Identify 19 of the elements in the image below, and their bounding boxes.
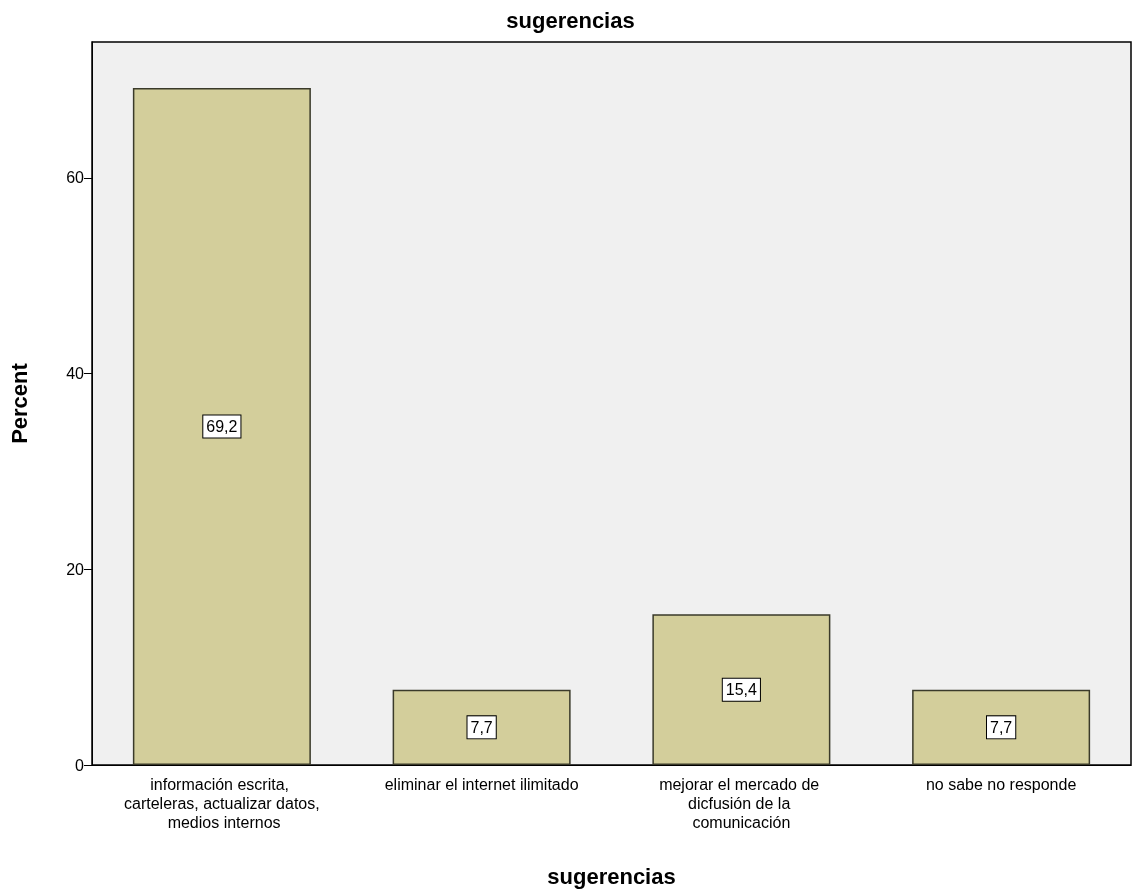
x-axis-title: sugerencias bbox=[547, 863, 676, 889]
x-tick-label: información escrita, carteleras, actualizar datos, medios internos bbox=[124, 776, 320, 831]
y-tick-label: 20 bbox=[66, 560, 85, 578]
data-label: 15,4 bbox=[725, 681, 758, 699]
y-tick-label: 0 bbox=[75, 756, 85, 774]
x-tick-label: mejorar el mercado de dicfusión de la comunicación bbox=[659, 776, 824, 831]
data-label: 7,7 bbox=[990, 718, 1013, 736]
bar bbox=[912, 689, 1091, 765]
bar bbox=[652, 614, 831, 765]
chart-title: sugerencias bbox=[506, 7, 635, 33]
data-label: 69,2 bbox=[206, 417, 238, 435]
bar bbox=[392, 689, 571, 765]
y-axis-title: Percent bbox=[6, 362, 32, 444]
data-label: 7,7 bbox=[470, 718, 493, 736]
x-tick-label: eliminar el internet ilimitado bbox=[384, 776, 579, 793]
bar bbox=[132, 87, 311, 765]
y-tick-label: 60 bbox=[66, 169, 85, 187]
y-tick-label: 40 bbox=[66, 365, 85, 383]
x-tick-label: no sabe no responde bbox=[925, 776, 1077, 793]
